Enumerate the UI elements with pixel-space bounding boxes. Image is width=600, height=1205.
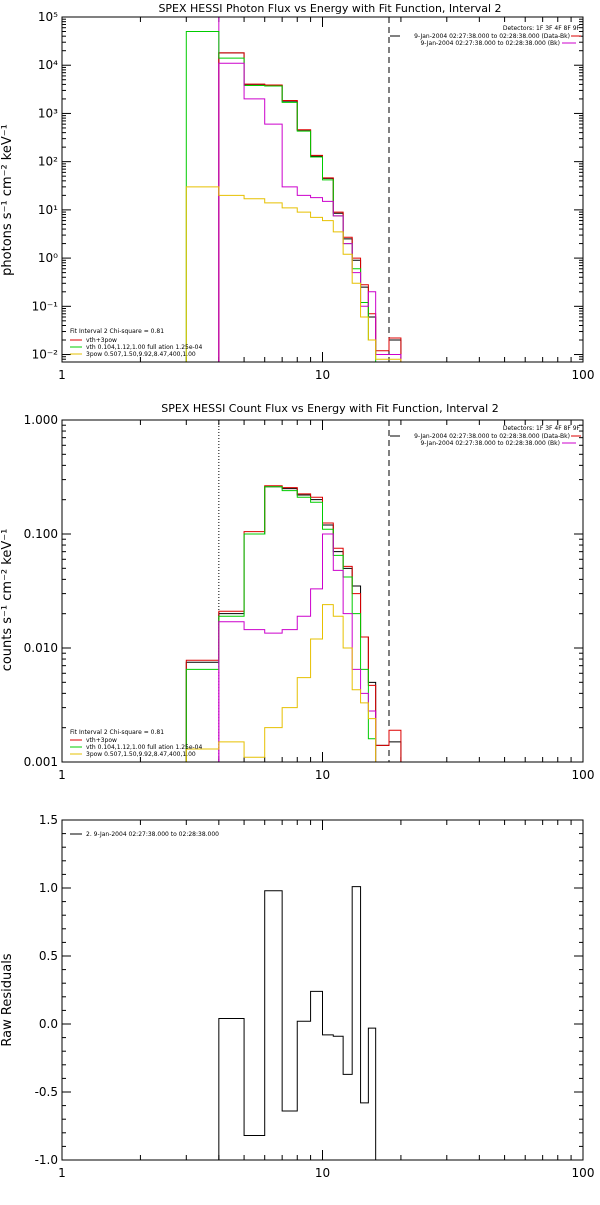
photon-flux-title: SPEX HESSI Photon Flux vs Energy with Fi…: [158, 2, 501, 15]
residuals-y-tick-label: 0.0: [39, 1017, 58, 1031]
residuals-legend-row-1: 2. 9-Jan-2004 02:27:38.000 to 02:28:38.0…: [86, 831, 219, 838]
photon-flux-y-tick-label: 10³: [38, 106, 58, 120]
residuals-y-tick-label: 1.5: [39, 813, 58, 827]
count-flux-x-tick-label: 10: [315, 768, 330, 782]
count-flux-x-tick-label: 100: [572, 768, 595, 782]
photon-flux-x-tick-label: 1: [58, 368, 66, 382]
residuals-y-tick-label: 0.5: [39, 949, 58, 963]
photon-flux-y-tick-label: 10⁰: [38, 251, 58, 265]
count-flux-title: SPEX HESSI Count Flux vs Energy with Fit…: [161, 402, 498, 415]
photon-flux-x-tick-label: 100: [572, 368, 595, 382]
photon-flux-plot-frame: [61, 16, 584, 363]
count-flux-series-magenta: [218, 533, 401, 763]
residuals-legend: 2. 9-Jan-2004 02:27:38.000 to 02:28:38.0…: [70, 831, 219, 838]
residuals-series: [218, 886, 389, 1161]
count-fit-line-3: vth 0.104,1.12,1.00 full ation 1.25e-04: [86, 744, 202, 751]
residuals-y-tick-label: -0.5: [35, 1085, 58, 1099]
count-flux-fit-info: Fit Interval 2 Chi-square = 0.81 vth+3po…: [70, 729, 202, 758]
count-legend-header: Detectors: 1F 3F 4F 8F 9F: [503, 425, 581, 432]
count-legend-row-1: 9-Jan-2004 02:27:38.000 to 02:28:38.000 …: [414, 433, 570, 440]
photon-flux-y-label: photons s⁻¹ cm⁻² keV⁻¹: [0, 124, 15, 276]
photon-flux-x-tick-label: 10: [315, 368, 330, 382]
count-fit-line-1: Fit Interval 2 Chi-square = 0.81: [70, 729, 164, 736]
residuals-y-tick-label: -1.0: [35, 1153, 58, 1167]
residuals-x-tick-label: 1: [58, 1166, 66, 1180]
count-flux-series-red: [185, 485, 402, 762]
photon-flux-y-tick-label: 10⁵: [38, 10, 58, 24]
count-legend-row-2: 9-Jan-2004 02:27:38.000 to 02:28:38.000 …: [420, 440, 560, 447]
photon-legend-row-1: 9-Jan-2004 02:27:38.000 to 02:28:38.000 …: [414, 33, 570, 40]
count-flux-x-ticks: 1 10 100: [58, 420, 594, 782]
photon-flux-y-tick-label: 10⁻¹: [32, 299, 59, 313]
photon-flux-series-magenta: [218, 62, 402, 362]
photon-flux-y-ticks: 10⁻² 10⁻¹ 10⁰ 10¹ 10² 10³ 10⁴ 10⁵: [32, 10, 583, 363]
photon-flux-y-tick-label: 10⁻²: [32, 348, 59, 362]
photon-flux-panel: SPEX HESSI Photon Flux vs Energy with Fi…: [0, 2, 594, 382]
photon-flux-y-tick-label: 10²: [38, 155, 58, 169]
count-flux-y-tick-label: 0.010: [24, 641, 58, 655]
count-flux-series: [185, 485, 402, 763]
photon-legend-header: Detectors: 1F 3F 4F 8F 9F: [503, 25, 581, 32]
count-flux-y-tick-label: 0.001: [24, 755, 58, 769]
residuals-y-label: Raw Residuals: [0, 953, 15, 1046]
count-flux-y-tick-label: 0.100: [24, 527, 58, 541]
photon-fit-line-1: Fit Interval 2 Chi-square = 0.81: [70, 328, 164, 335]
photon-flux-y-tick-label: 10⁴: [38, 58, 58, 72]
count-flux-plot-frame: [61, 419, 584, 763]
residuals-x-tick-label: 10: [315, 1166, 330, 1180]
photon-legend-row-2: 9-Jan-2004 02:27:38.000 to 02:28:38.000 …: [420, 40, 560, 47]
count-fit-line-4: 3pow 0.507,1.50,9.92,8.47,400,1.00: [86, 751, 196, 758]
residuals-x-ticks: 1 10 100: [58, 820, 594, 1180]
count-flux-panel: SPEX HESSI Count Flux vs Energy with Fit…: [0, 402, 594, 782]
count-flux-y-label: counts s⁻¹ cm⁻² keV⁻¹: [0, 529, 15, 672]
residuals-y-tick-label: 1.0: [39, 881, 58, 895]
photon-fit-line-4: 3pow 0.507,1.50,9.92,8.47,400,1.00: [86, 351, 196, 358]
count-flux-series-yellow: [185, 604, 401, 763]
residuals-x-tick-label: 100: [572, 1166, 595, 1180]
photon-flux-series: [185, 31, 402, 363]
count-flux-legend: Detectors: 1F 3F 4F 8F 9F 9-Jan-2004 02:…: [390, 425, 581, 447]
residuals-plot-frame: [61, 819, 584, 1161]
count-flux-y-ticks: 0.001 0.010 0.100 1.000: [24, 413, 583, 769]
photon-fit-line-2: vth+3pow: [86, 337, 117, 344]
photon-flux-fit-info: Fit Interval 2 Chi-square = 0.81 vth+3po…: [70, 328, 202, 358]
count-flux-series-green: [185, 486, 401, 763]
photon-flux-series-yellow: [185, 186, 402, 362]
residuals-y-ticks: -1.0 -0.5 0.0 0.5 1.0 1.5: [35, 813, 583, 1167]
residuals-panel: Raw Residuals -1.0 -0.5 0.0 0.5 1.0 1.5 1 10 10…: [0, 813, 594, 1180]
residuals-series-black: [218, 886, 389, 1161]
photon-fit-line-3: vth 0.104,1.12,1.00 full ation 1.25e-04: [86, 344, 202, 351]
photon-flux-y-tick-label: 10¹: [38, 203, 58, 217]
count-flux-x-tick-label: 1: [58, 768, 66, 782]
count-fit-line-2: vth+3pow: [86, 737, 117, 744]
count-flux-y-tick-label: 1.000: [24, 413, 58, 427]
photon-flux-legend: Detectors: 1F 3F 4F 8F 9F 9-Jan-2004 02:…: [390, 25, 581, 47]
